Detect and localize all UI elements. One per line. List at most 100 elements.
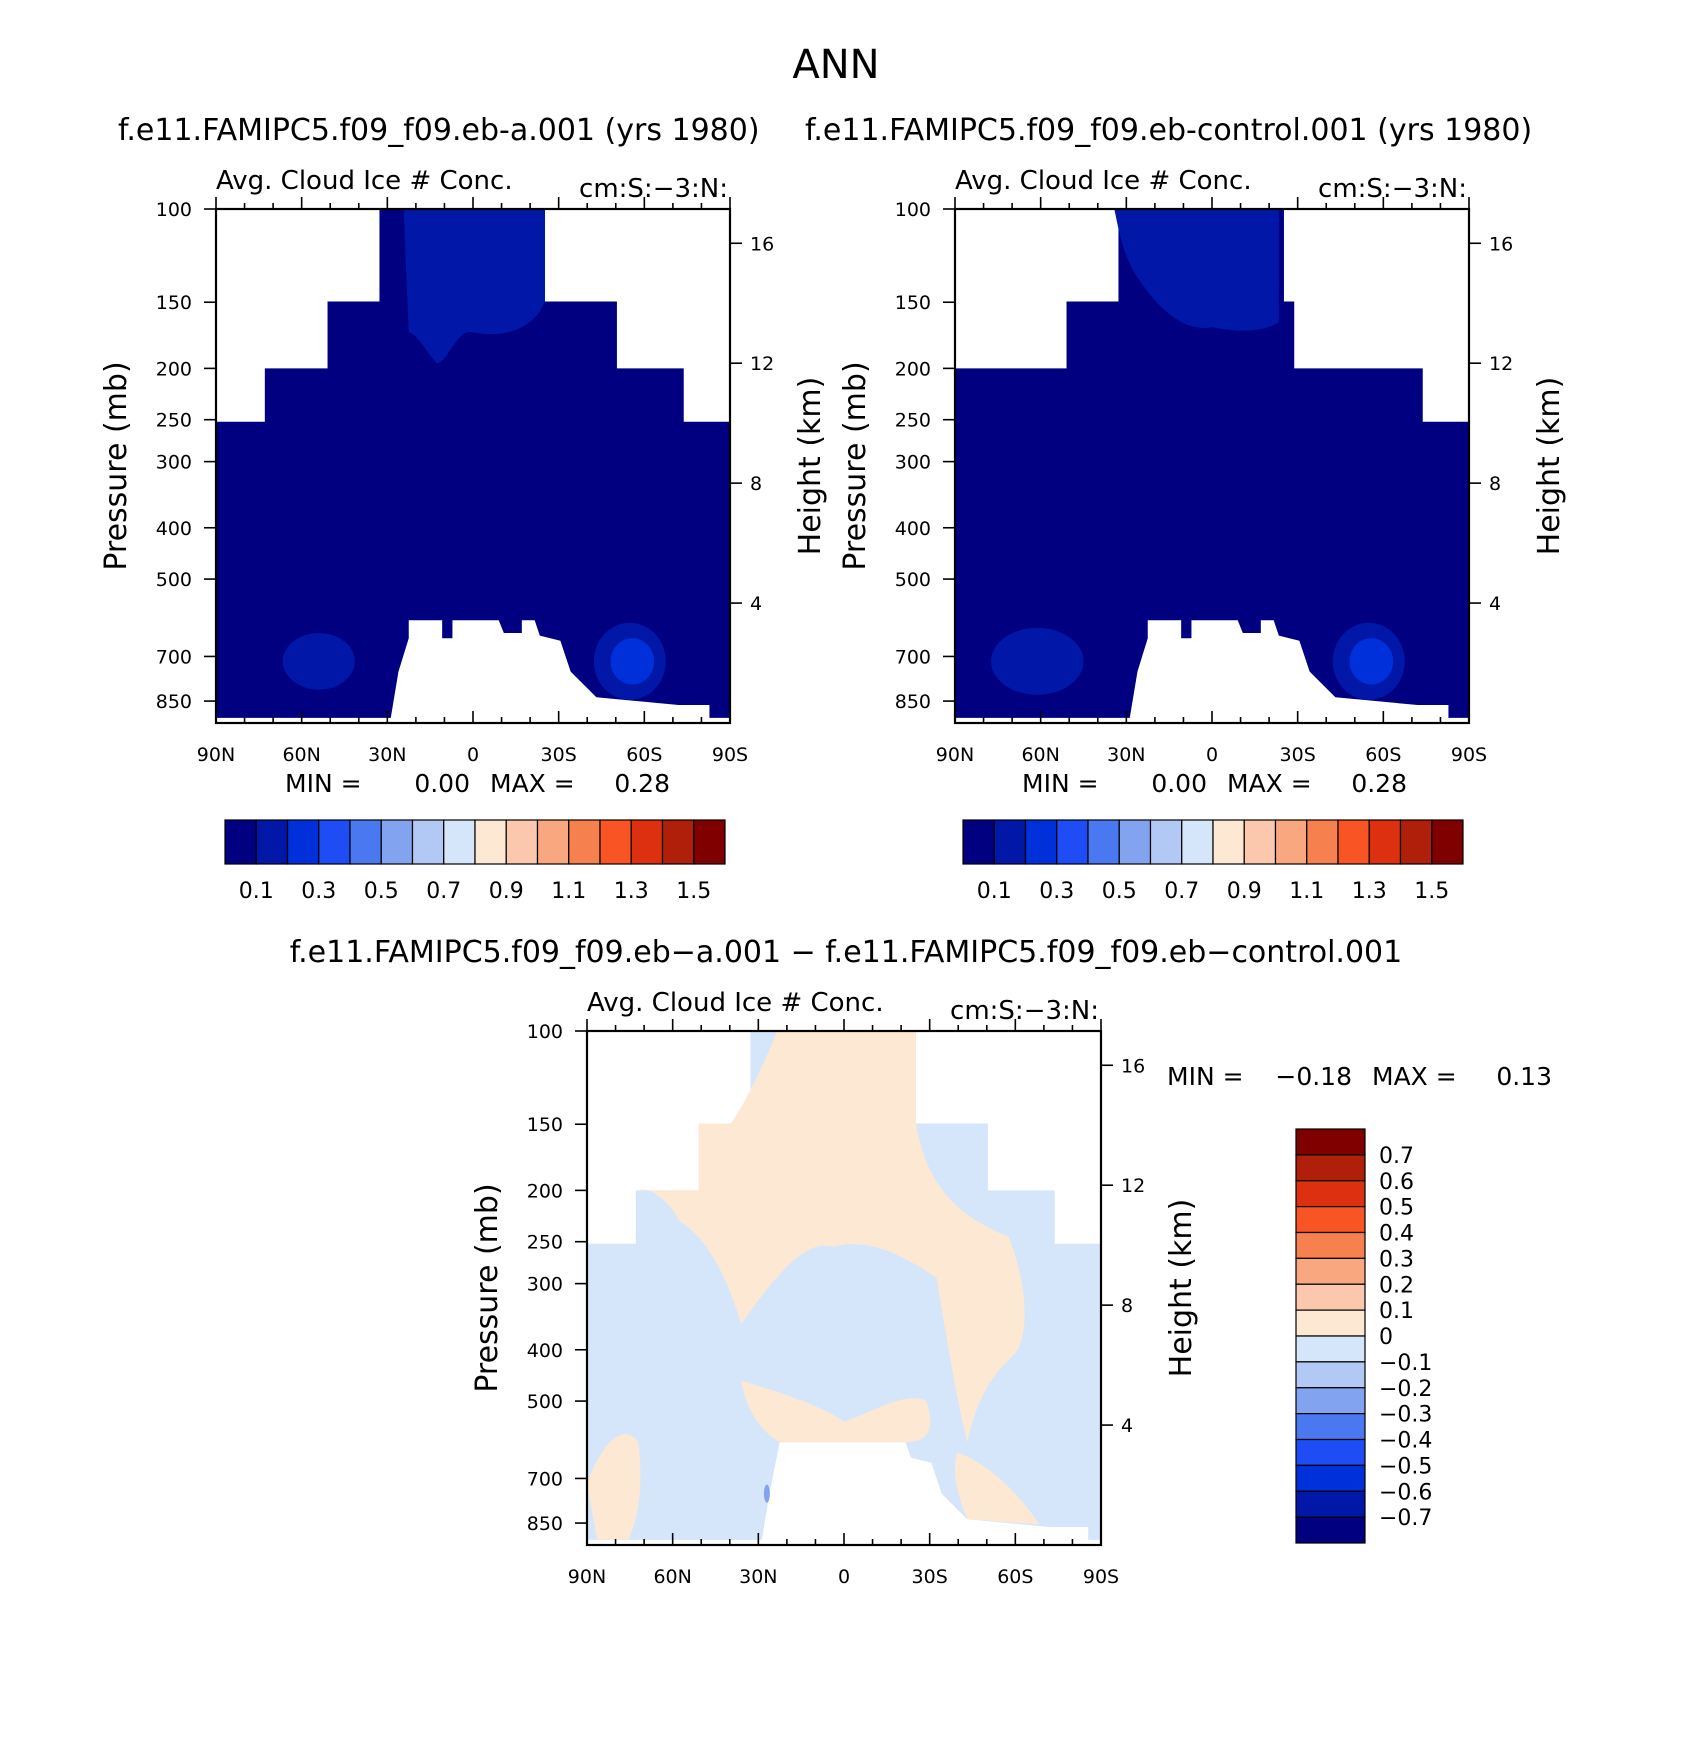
shading-upper [1114, 209, 1279, 331]
panel-a-ytick-label: 500 [156, 569, 192, 591]
panel-b-colorbar-label: 1.1 [1289, 879, 1324, 904]
panel-a-colorbar-box [630, 819, 664, 865]
panel-b-colorbar-box [1024, 819, 1058, 865]
panel-diff-colorbar-box [1295, 1438, 1366, 1466]
panel-diff-xtick-label: 90N [568, 1566, 606, 1588]
shading-positive-lower-north [587, 1434, 641, 1540]
shading-positive-upper [638, 1031, 1025, 1443]
panel-b-colorbar-label: 0.7 [1164, 879, 1199, 904]
panel-diff: f.e11.FAMIPC5.f09_f09.eb−a.001 − f.e11.F… [290, 935, 1552, 1588]
panel-a-min-label: MIN = [285, 769, 362, 798]
panel-b-colorbar-box [1431, 819, 1464, 865]
panel-a-colorbar-box [568, 819, 601, 865]
panel-diff-colorbar-box [1295, 1180, 1366, 1208]
panel-a-xtick-label: 0 [467, 744, 479, 766]
panel-diff-case-title: f.e11.FAMIPC5.f09_f09.eb−a.001 − f.e11.F… [290, 935, 1402, 970]
panel-b-ylabel: Pressure (mb) [838, 361, 873, 570]
panel-a-max-label: MAX = [490, 769, 575, 798]
panel-b-ytick-right-label: 12 [1489, 353, 1513, 375]
panel-a-ytick-right-label: 8 [750, 473, 762, 495]
panel-b-xtick-label: 60N [1021, 744, 1059, 766]
panel-b-colorbar-box [1056, 819, 1089, 865]
panel-a-ytick-label: 700 [156, 646, 192, 668]
panel-b-colorbar-box [1306, 819, 1339, 865]
panel-a-ylabel-right: Height (km) [793, 377, 828, 556]
panel-a-xtick-label: 60S [626, 744, 662, 766]
panel-diff-colorbar-label: −0.5 [1379, 1454, 1432, 1479]
panel-b-colorbar-box [1274, 819, 1308, 865]
panel-diff-colorbar-box [1295, 1257, 1366, 1285]
panel-diff-ytick-label: 200 [527, 1180, 563, 1202]
panel-a-ytick-right-label: 12 [750, 353, 774, 375]
panel-diff-xtick-label: 90S [1083, 1566, 1119, 1588]
panel-a-colorbar-box [318, 819, 351, 865]
panel-b-ytick-label: 400 [895, 518, 931, 540]
panel-diff-ytick-label: 100 [527, 1021, 563, 1043]
panel-b-colorbar-label: 0.1 [977, 879, 1012, 904]
panel-diff-colorbar-label: 0.7 [1379, 1144, 1414, 1169]
panel-b-ytick-label: 200 [895, 358, 931, 380]
panel-a-colorbar-box [286, 819, 320, 865]
panel-diff-ytick-right-label: 8 [1121, 1295, 1133, 1317]
panel-b-title-left: Avg. Cloud Ice # Conc. [955, 166, 1252, 196]
panel-diff-colorbar-box [1295, 1128, 1366, 1156]
panel-a-ytick-label: 850 [156, 691, 192, 713]
panel-diff-ytick-label: 300 [527, 1274, 563, 1296]
panel-diff-colorbar-box [1295, 1206, 1366, 1234]
shading-upper [403, 209, 545, 364]
panel-diff-colorbar-label: −0.3 [1379, 1403, 1432, 1428]
panel-b-ytick-label: 150 [895, 292, 931, 314]
panel-b-colorbar-label: 1.3 [1352, 879, 1387, 904]
panel-diff-colorbar-label: 0.4 [1379, 1222, 1414, 1247]
shading-positive-mid [741, 1380, 931, 1443]
panel-diff-colorbar-box [1295, 1335, 1366, 1363]
panel-a-ylabel: Pressure (mb) [99, 361, 134, 570]
panel-b-colorbar-label: 0.3 [1039, 879, 1074, 904]
panel-diff-ytick-right-label: 12 [1121, 1175, 1145, 1197]
panel-a-title-left: Avg. Cloud Ice # Conc. [216, 166, 513, 196]
panel-b: f.e11.FAMIPC5.f09_f09.eb-control.001 (yr… [805, 113, 1567, 904]
panel-b-colorbar-box [1212, 819, 1245, 865]
panel-a-colorbar-label: 1.3 [614, 879, 649, 904]
panel-diff-colorbar-label: −0.2 [1379, 1377, 1432, 1402]
shading-blob-south-core [610, 638, 655, 685]
panel-diff-ytick-label: 150 [527, 1114, 563, 1136]
panel-a-colorbar-box [599, 819, 632, 865]
panel-b-colorbar-box [1118, 819, 1152, 865]
panel-a-xtick-label: 90N [197, 744, 235, 766]
panel-a-colorbar-box [380, 819, 414, 865]
panel-diff-min-value: −0.18 [1275, 1062, 1352, 1091]
panel-diff-colorbar-box [1295, 1361, 1366, 1389]
panel-diff-colorbar-label: −0.7 [1379, 1506, 1432, 1531]
shading-blob-north [282, 633, 355, 690]
panel-diff-max-label: MAX = [1372, 1062, 1457, 1091]
panel-diff-max-value: 0.13 [1496, 1062, 1552, 1091]
panel-a-colorbar-label: 0.3 [301, 879, 336, 904]
shading-base [216, 209, 730, 718]
panel-b-ytick-label: 700 [895, 646, 931, 668]
panel-diff-title-right: cm:S:−3:N: [950, 996, 1099, 1026]
panel-b-ytick-right-label: 16 [1489, 233, 1513, 255]
panel-diff-colorbar-box [1295, 1387, 1366, 1415]
panel-diff-colorbar-box [1295, 1283, 1366, 1311]
panel-a-max-value: 0.28 [614, 769, 670, 798]
panel-a-colorbar-label: 1.5 [676, 879, 711, 904]
panel-a-xtick-label: 90S [712, 744, 748, 766]
panel-diff-colorbar-label: 0.2 [1379, 1273, 1414, 1298]
panel-b-colorbar-box [1181, 819, 1214, 865]
panel-a-colorbar-box [255, 819, 289, 865]
panel-diff-title-left: Avg. Cloud Ice # Conc. [587, 988, 884, 1018]
panel-a-colorbar-label: 0.5 [364, 879, 399, 904]
panel-b-case-title: f.e11.FAMIPC5.f09_f09.eb-control.001 (yr… [805, 113, 1532, 148]
panel-diff-xtick-label: 60S [997, 1566, 1033, 1588]
panel-b-xtick-label: 90S [1451, 744, 1487, 766]
panel-b-max-label: MAX = [1227, 769, 1312, 798]
panel-diff-xtick-label: 60N [653, 1566, 691, 1588]
panel-a-colorbar-box [536, 819, 570, 865]
panel-b-title-right: cm:S:−3:N: [1318, 174, 1467, 204]
shading-base [955, 209, 1469, 718]
panel-a-xtick-label: 60N [282, 744, 320, 766]
panel-diff-ytick-right-label: 16 [1121, 1055, 1145, 1077]
panel-b-ylabel-right: Height (km) [1532, 377, 1567, 556]
panel-a-xtick-label: 30N [368, 744, 406, 766]
